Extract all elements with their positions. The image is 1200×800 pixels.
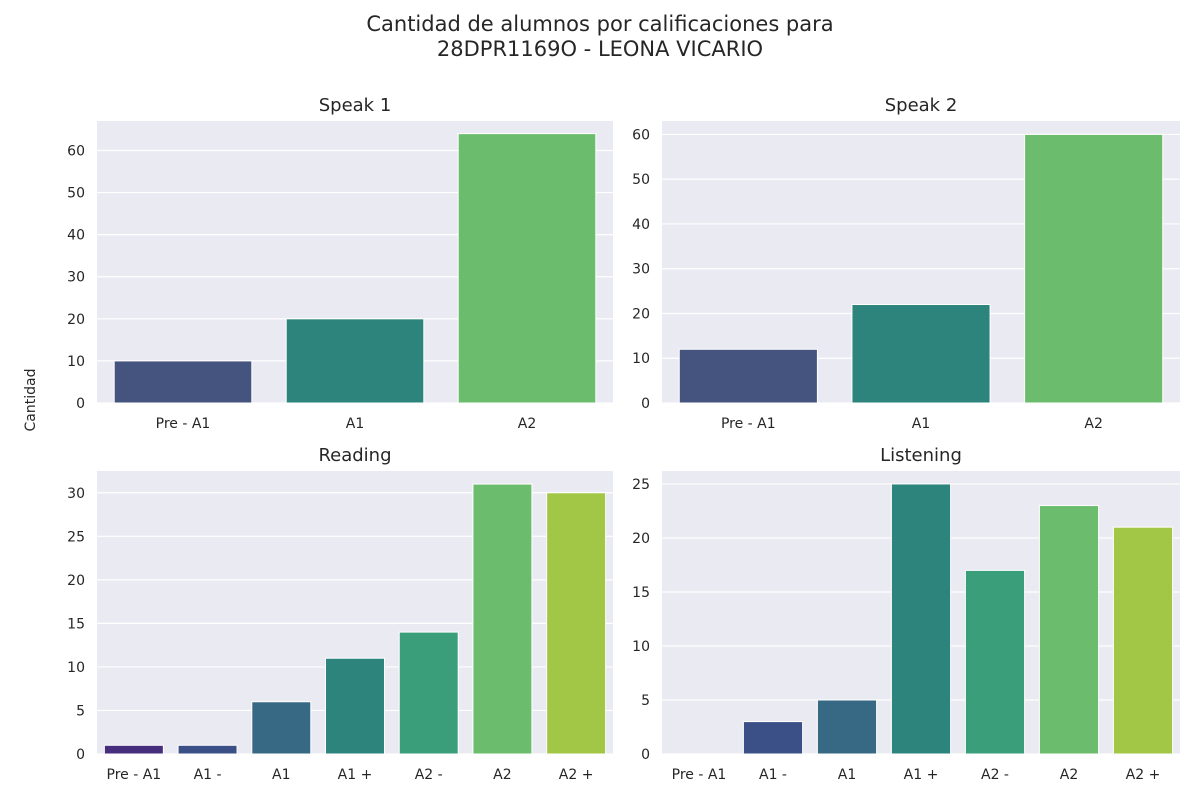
y-tick-label: 15 bbox=[67, 616, 85, 632]
y-tick-label: 0 bbox=[641, 396, 650, 412]
y-tick-label: 25 bbox=[632, 477, 650, 493]
y-tick-label: 30 bbox=[67, 270, 85, 286]
chart-panel-4: 0 5 10 15 20 25 Pre - A1 A1 - A1 A1 + A2 - A2 A2 + Li… bbox=[632, 445, 1180, 783]
y-tick-label: 30 bbox=[632, 262, 650, 278]
y-tick-label: 0 bbox=[641, 747, 650, 763]
y-tick-label: 15 bbox=[632, 585, 650, 601]
y-tick-label: 50 bbox=[67, 186, 85, 202]
bar-a1 bbox=[325, 657, 385, 755]
x-tick-label: A1 bbox=[838, 767, 856, 783]
x-tick-label: A1 + bbox=[904, 767, 939, 783]
y-tick-label: 20 bbox=[67, 312, 85, 328]
x-tick-label: A2 + bbox=[1126, 767, 1161, 783]
y-tick-label: 25 bbox=[67, 529, 85, 545]
bar-a1 bbox=[851, 304, 991, 404]
x-tick-label: Pre - A1 bbox=[672, 767, 727, 783]
y-tick-label: 40 bbox=[67, 228, 85, 244]
x-tick-label: Pre - A1 bbox=[721, 416, 776, 432]
bar-a2 bbox=[398, 631, 459, 755]
y-tick-label: 20 bbox=[67, 573, 85, 589]
y-tick-label: 60 bbox=[67, 143, 85, 159]
y-tick-label: 10 bbox=[632, 639, 650, 655]
y-tick-label: 0 bbox=[76, 747, 85, 763]
chart-panel-3: 0 5 10 15 20 25 30 Pre - A1 A1 - A1 A1 + A2 - A2 A2 +… bbox=[67, 445, 613, 783]
y-tick-label: 30 bbox=[67, 486, 85, 502]
x-tick-label: A2 - bbox=[981, 767, 1009, 783]
x-tick-label: A2 + bbox=[559, 767, 594, 783]
x-tick-label: Pre - A1 bbox=[156, 416, 211, 432]
y-tick-label: 50 bbox=[632, 172, 650, 188]
figure-title-line-2: 28DPR1169O - LEONA VICARIO bbox=[436, 37, 764, 61]
x-tick-label: A1 bbox=[346, 416, 364, 432]
y-tick-label: 20 bbox=[632, 306, 650, 322]
y-tick-label: 0 bbox=[76, 396, 85, 412]
bar-a2 bbox=[1024, 133, 1164, 404]
y-tick-label: 10 bbox=[632, 351, 650, 367]
panel-title: Speak 1 bbox=[319, 95, 392, 116]
y-tick-label: 10 bbox=[67, 354, 85, 370]
x-tick-label: A1 - bbox=[194, 767, 222, 783]
panel-title: Reading bbox=[318, 445, 391, 466]
panel-title: Listening bbox=[880, 445, 962, 466]
figure-title-line-1: Cantidad de alumnos por calificaciones p… bbox=[366, 12, 834, 36]
chart-panel-2: 0 10 20 30 40 50 60 Pre - A1 A1 A2 Speak 2 bbox=[632, 95, 1180, 432]
x-tick-label: A1 bbox=[912, 416, 930, 432]
bar-a2 bbox=[1038, 505, 1100, 755]
y-tick-label: 10 bbox=[67, 660, 85, 676]
x-tick-label: A1 - bbox=[759, 767, 787, 783]
bar-a1 bbox=[251, 701, 312, 755]
chart-panel-1: 0 10 20 30 40 50 60 Pre - A1 A1 A2 Speak 1 bbox=[67, 95, 613, 432]
x-tick-label: A1 bbox=[272, 767, 290, 783]
bar-a2 bbox=[964, 569, 1026, 755]
y-tick-label: 60 bbox=[632, 127, 650, 143]
y-tick-label: 20 bbox=[632, 531, 650, 547]
bar-a1 bbox=[742, 721, 804, 755]
x-tick-label: A2 - bbox=[415, 767, 443, 783]
bar-a1 bbox=[816, 699, 878, 755]
y-tick-label: 5 bbox=[641, 693, 650, 709]
bar-a1 bbox=[177, 744, 238, 755]
x-tick-label: A2 bbox=[493, 767, 511, 783]
x-tick-label: A2 bbox=[1060, 767, 1078, 783]
bar-a1 bbox=[890, 483, 952, 755]
figure-title: Cantidad de alumnos por calificaciones p… bbox=[0, 12, 1200, 62]
bar-a1 bbox=[285, 318, 425, 404]
x-tick-label: A2 bbox=[1084, 416, 1102, 432]
y-tick-label: 5 bbox=[76, 703, 85, 719]
x-tick-label: Pre - A1 bbox=[107, 767, 162, 783]
bar-a2 bbox=[472, 483, 533, 755]
x-tick-label: A1 + bbox=[338, 767, 373, 783]
panel-title: Speak 2 bbox=[885, 95, 958, 116]
y-tick-label: 40 bbox=[632, 217, 650, 233]
bar-a2 bbox=[457, 133, 597, 404]
bar-a2 bbox=[1112, 526, 1174, 755]
bar-pre-a1 bbox=[113, 360, 253, 404]
x-tick-label: A2 bbox=[518, 416, 536, 432]
bar-pre-a1 bbox=[678, 348, 818, 404]
bar-pre-a1 bbox=[103, 744, 164, 755]
bar-a2 bbox=[546, 492, 607, 755]
